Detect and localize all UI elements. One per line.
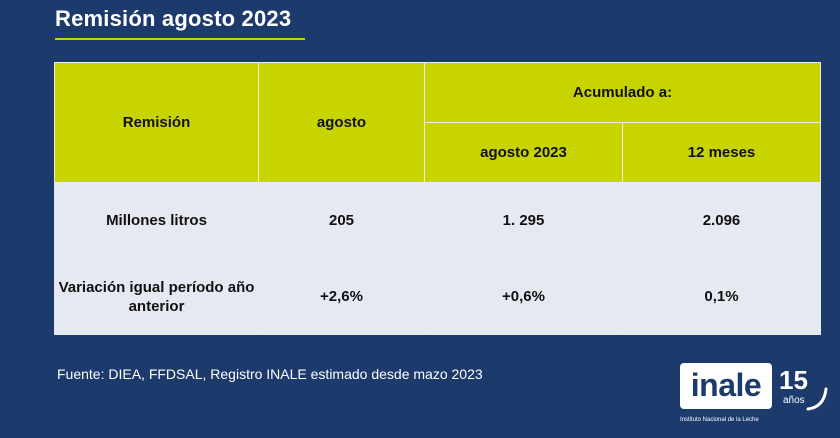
table-header-row: Remisión agosto Acumulado a: [54,62,821,183]
logo-anniversary-number: 15 [779,365,808,395]
header-acumulado: Acumulado a: [424,62,821,123]
title-underline [55,38,305,40]
cell-acum-agosto: +0,6% [424,258,623,335]
inale-logo: inale 15 años Instituto Nacional de la L… [672,357,840,437]
table-subheader-row: agosto 2023 12 meses [54,122,821,183]
logo-subtitle: Instituto Nacional de la Leche [680,417,759,423]
row-label: Millones litros [54,182,259,259]
page-title: Remisión agosto 2023 [55,6,292,31]
logo-wordmark: inale [680,363,772,409]
cell-acum-agosto: 1. 295 [424,182,623,259]
source-footnote: Fuente: DIEA, FFDSAL, Registro INALE est… [57,366,483,382]
cell-acum-12: 2.096 [622,182,821,259]
remision-table: Remisión agosto Acumulado a: agosto 2023… [54,62,821,335]
row-label: Variación igual período año anterior [54,258,259,335]
header-acum-agosto-2023: agosto 2023 [424,122,623,183]
table-row: Millones litros 205 1. 295 2.096 [54,182,821,259]
table-row: Variación igual período año anterior +2,… [54,258,821,335]
cell-acum-12: 0,1% [622,258,821,335]
header-remision: Remisión [54,62,259,183]
cell-agosto: 205 [258,182,425,259]
logo-anniversary-label: años [783,395,805,406]
cell-agosto: +2,6% [258,258,425,335]
header-12-meses: 12 meses [622,122,821,183]
smile-arc-icon [806,387,828,411]
header-agosto: agosto [258,62,425,183]
